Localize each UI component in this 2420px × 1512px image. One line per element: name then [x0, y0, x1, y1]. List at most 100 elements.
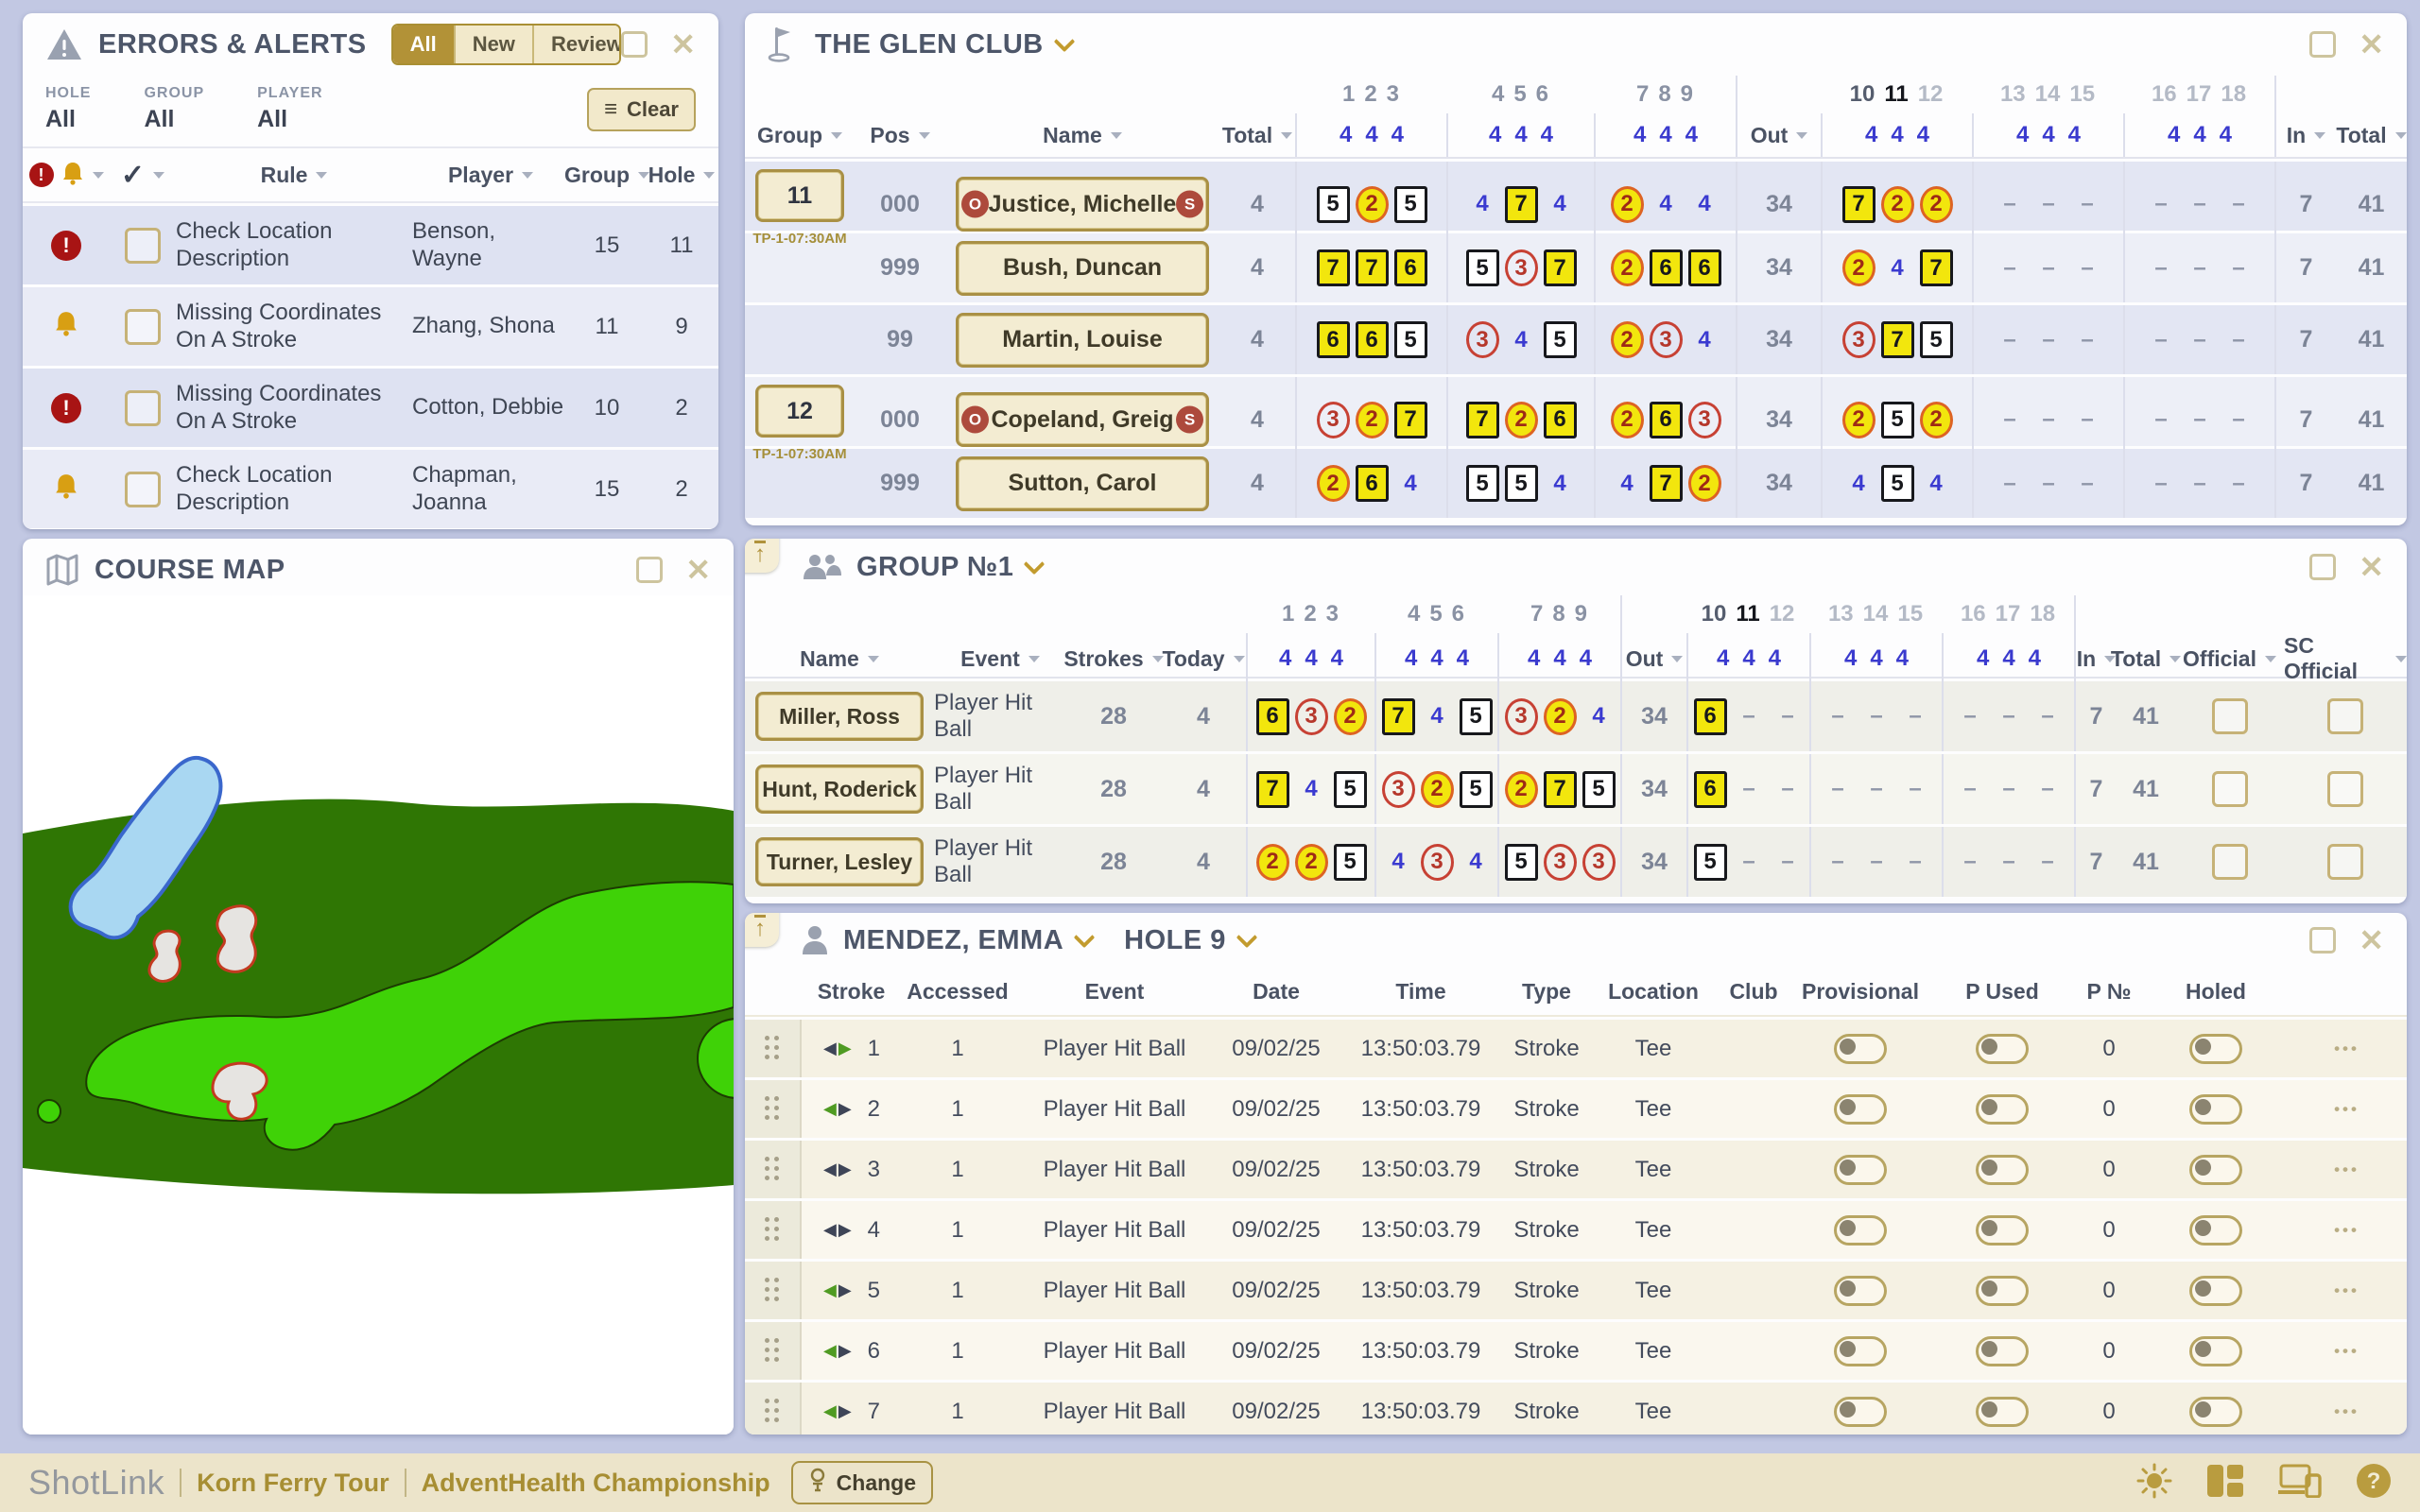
maximize-icon[interactable]: [2309, 927, 2337, 954]
brightness-icon[interactable]: [2136, 1463, 2172, 1503]
row-menu-icon[interactable]: •••: [2334, 1039, 2360, 1057]
arrow-right-icon[interactable]: ▶: [838, 1341, 852, 1360]
sort-caret-icon[interactable]: [522, 171, 534, 179]
maximize-icon[interactable]: [2309, 31, 2337, 58]
arrow-right-icon[interactable]: ▶: [838, 1220, 852, 1239]
sort-caret-icon[interactable]: [1796, 131, 1808, 139]
arrow-right-icon[interactable]: ▶: [838, 1401, 852, 1420]
sort-caret-icon[interactable]: [2264, 655, 2276, 662]
sc-official-checkbox[interactable]: [2327, 698, 2363, 734]
arrow-left-icon[interactable]: ◀: [822, 1099, 837, 1118]
error-row[interactable]: Missing Coordinates On A Stroke Zhang, Sh…: [23, 284, 718, 366]
sort-caret-icon[interactable]: [1233, 655, 1245, 662]
official-checkbox[interactable]: [2211, 844, 2248, 880]
error-row[interactable]: Check Location Description Chapman, Joann…: [23, 447, 718, 528]
clear-filters-button[interactable]: ≡ Clear: [586, 87, 696, 131]
sort-caret-icon[interactable]: [638, 171, 649, 179]
arrow-right-icon[interactable]: ▶: [838, 1099, 852, 1118]
close-icon[interactable]: ✕: [685, 553, 711, 587]
sort-caret-icon[interactable]: [2104, 655, 2117, 662]
holed-toggle[interactable]: [2189, 1396, 2242, 1427]
player-name-box[interactable]: Bush, Duncan: [956, 240, 1209, 296]
reviewed-checkbox[interactable]: [125, 471, 161, 507]
chevron-down-icon[interactable]: [1053, 30, 1076, 53]
player-name-box[interactable]: Hunt, Roderick: [755, 765, 924, 814]
reviewed-checkbox[interactable]: [125, 308, 161, 345]
maximize-icon[interactable]: [636, 557, 664, 583]
p-used-toggle[interactable]: [1976, 1335, 2029, 1366]
drag-handle-icon[interactable]: [765, 1096, 780, 1122]
official-checkbox[interactable]: [2211, 698, 2248, 734]
row-menu-icon[interactable]: •••: [2334, 1160, 2360, 1178]
chevron-down-icon[interactable]: [1073, 926, 1096, 949]
group-number-box[interactable]: 11: [754, 169, 844, 222]
chevron-down-icon[interactable]: [1024, 553, 1046, 576]
player-name-box[interactable]: Copeland, Greig O S: [956, 392, 1209, 447]
filter-hole[interactable]: HOLE All: [45, 85, 91, 133]
maximize-icon[interactable]: [2309, 554, 2337, 580]
filter-group[interactable]: GROUP All: [144, 85, 204, 133]
provisional-toggle[interactable]: [1834, 1214, 1887, 1246]
filter-player[interactable]: PLAYER All: [257, 85, 322, 133]
sort-caret-icon[interactable]: [831, 131, 842, 139]
arrow-left-icon[interactable]: ◀: [822, 1341, 837, 1360]
reviewed-checkbox[interactable]: [125, 389, 161, 426]
sort-caret-icon[interactable]: [867, 655, 879, 662]
error-row[interactable]: ! Check Location Description Benson, Wayne…: [23, 203, 718, 284]
pin-tab-icon[interactable]: ↑: [745, 539, 779, 573]
sort-caret-icon[interactable]: [1028, 655, 1040, 662]
devices-icon[interactable]: [2278, 1464, 2322, 1503]
course-map-canvas[interactable]: [23, 595, 734, 1435]
close-icon[interactable]: ✕: [2359, 550, 2384, 584]
arrow-right-icon[interactable]: ▶: [838, 1280, 852, 1299]
provisional-toggle[interactable]: [1834, 1396, 1887, 1427]
row-menu-icon[interactable]: •••: [2334, 1280, 2360, 1299]
sc-official-checkbox[interactable]: [2327, 844, 2363, 880]
drag-handle-icon[interactable]: [765, 1036, 780, 1061]
row-menu-icon[interactable]: •••: [2334, 1099, 2360, 1118]
holed-toggle[interactable]: [2189, 1275, 2242, 1306]
holed-toggle[interactable]: [2189, 1033, 2242, 1064]
maximize-icon[interactable]: [621, 31, 648, 58]
help-icon[interactable]: ?: [2356, 1463, 2392, 1503]
player-name-box[interactable]: Martin, Louise: [956, 312, 1209, 368]
sort-caret-icon[interactable]: [918, 131, 930, 139]
sort-caret-icon[interactable]: [2169, 655, 2182, 662]
provisional-toggle[interactable]: [1834, 1093, 1887, 1125]
errors-tab-all[interactable]: All: [392, 26, 454, 63]
sort-caret-icon[interactable]: [2395, 655, 2407, 662]
player-name-box[interactable]: Sutton, Carol: [956, 455, 1209, 511]
layout-panels-icon[interactable]: [2206, 1464, 2244, 1503]
sort-caret-icon[interactable]: [1110, 131, 1122, 139]
sort-caret-icon[interactable]: [2394, 131, 2407, 139]
arrow-right-icon[interactable]: ▶: [838, 1039, 852, 1057]
drag-handle-icon[interactable]: [765, 1338, 780, 1364]
drag-handle-icon[interactable]: [765, 1278, 780, 1303]
p-used-toggle[interactable]: [1976, 1275, 2029, 1306]
p-used-toggle[interactable]: [1976, 1093, 2029, 1125]
error-row[interactable]: ! Missing Coordinates On A Stroke Cotton, …: [23, 366, 718, 447]
sort-caret-icon[interactable]: [1151, 655, 1164, 662]
errors-tab-reviewed[interactable]: Reviewed: [531, 26, 620, 63]
p-used-toggle[interactable]: [1976, 1033, 2029, 1064]
holed-toggle[interactable]: [2189, 1214, 2242, 1246]
official-checkbox[interactable]: [2211, 771, 2248, 807]
drag-handle-icon[interactable]: [765, 1399, 780, 1424]
provisional-toggle[interactable]: [1834, 1275, 1887, 1306]
sort-caret-icon[interactable]: [703, 171, 716, 179]
holed-toggle[interactable]: [2189, 1335, 2242, 1366]
row-menu-icon[interactable]: •••: [2334, 1341, 2360, 1360]
drag-handle-icon[interactable]: [765, 1157, 780, 1182]
p-used-toggle[interactable]: [1976, 1214, 2029, 1246]
reviewed-checkbox[interactable]: [125, 227, 161, 264]
player-name-box[interactable]: Justice, Michelle O S: [956, 177, 1209, 232]
close-icon[interactable]: ✕: [2359, 923, 2384, 957]
sort-caret-icon[interactable]: [92, 171, 104, 179]
sort-caret-icon[interactable]: [316, 171, 328, 179]
holed-toggle[interactable]: [2189, 1154, 2242, 1185]
sort-caret-icon[interactable]: [1671, 655, 1684, 662]
arrow-left-icon[interactable]: ◀: [822, 1160, 837, 1178]
provisional-toggle[interactable]: [1834, 1033, 1887, 1064]
close-icon[interactable]: ✕: [670, 27, 696, 61]
provisional-toggle[interactable]: [1834, 1335, 1887, 1366]
